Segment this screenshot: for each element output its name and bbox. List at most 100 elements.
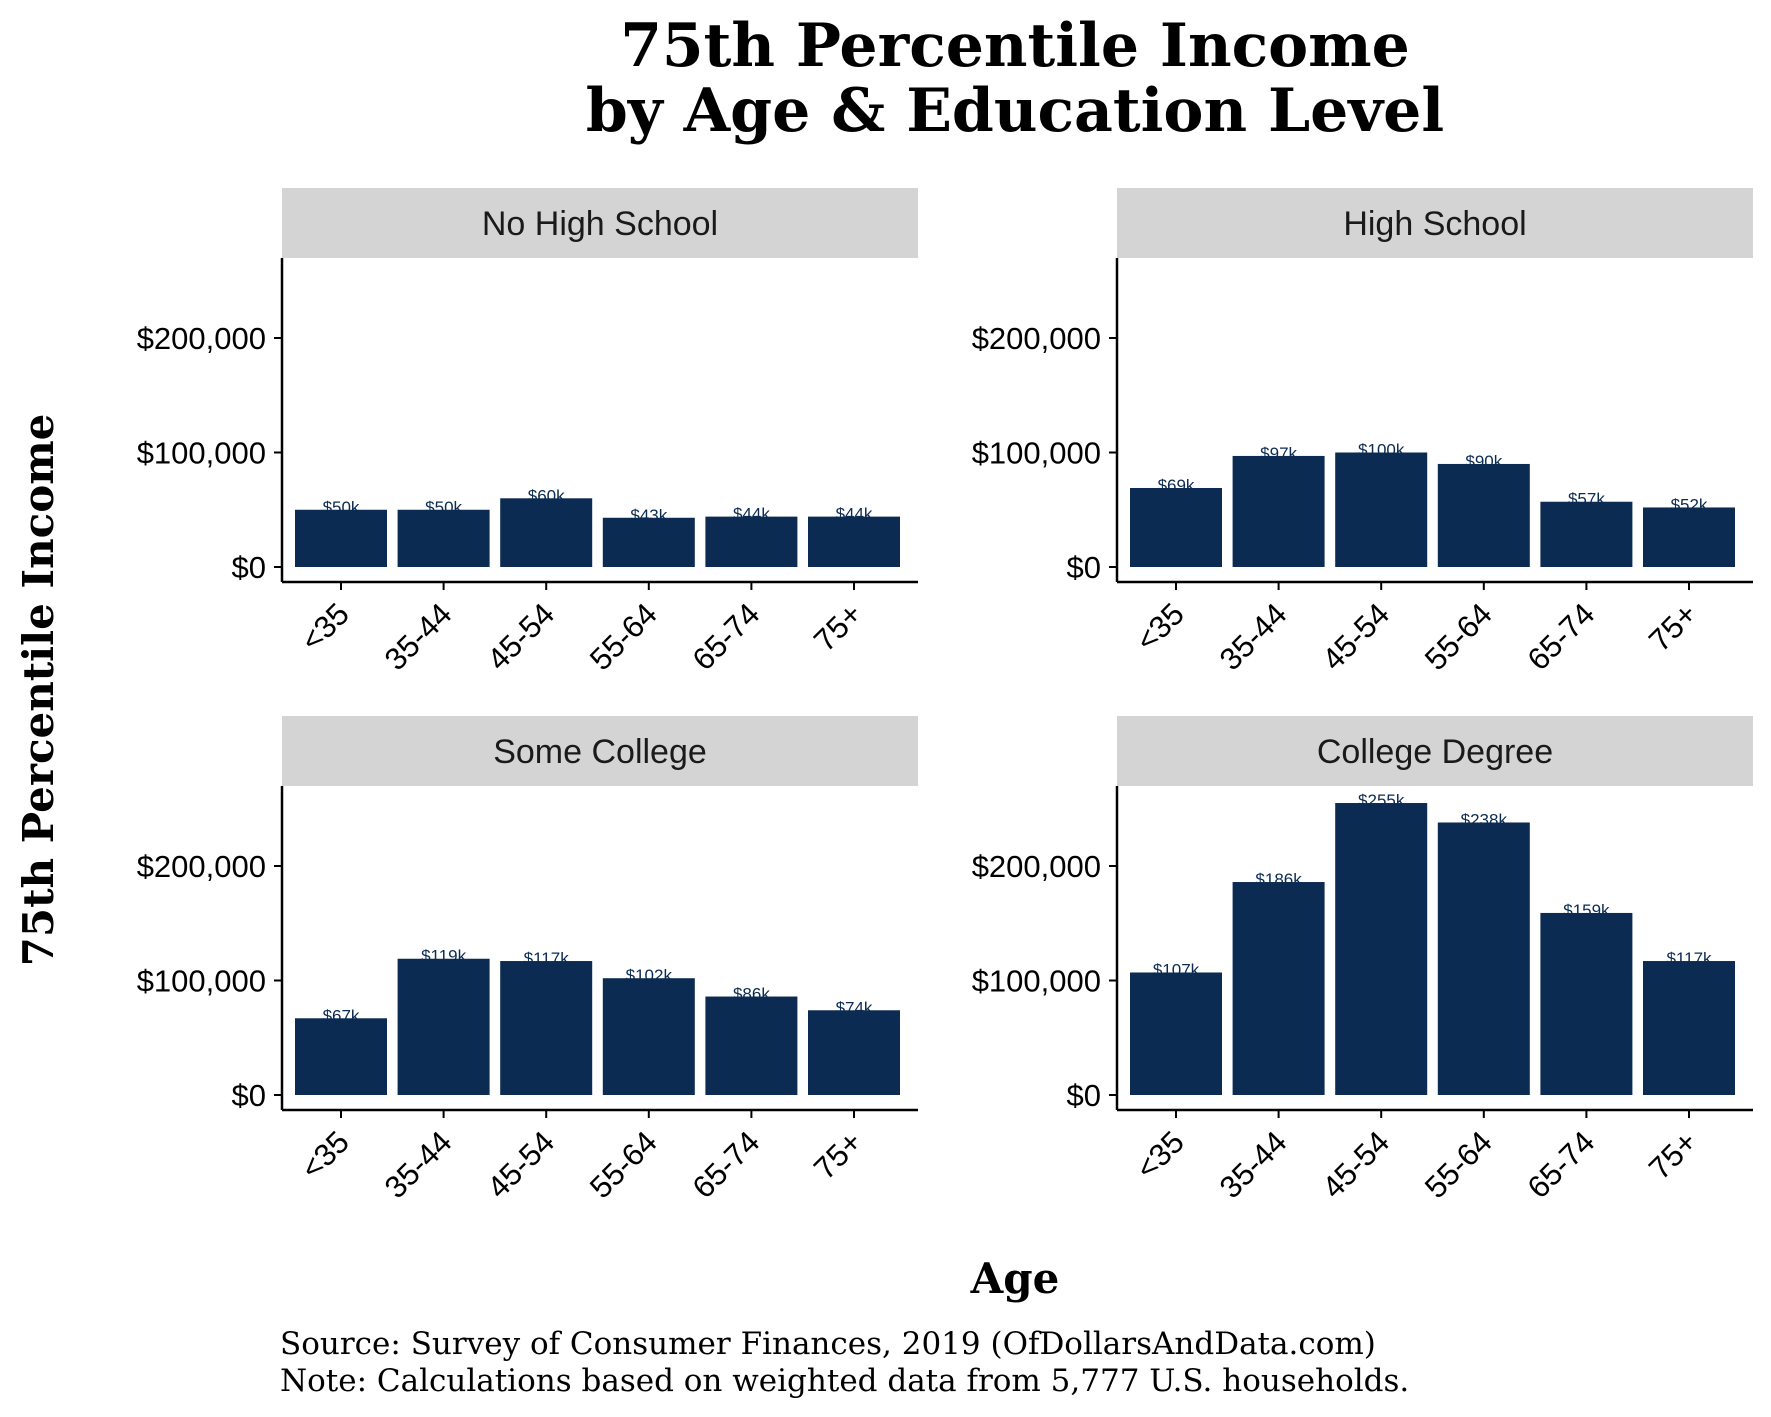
bar-label: $44k	[836, 505, 873, 524]
bar-75	[1643, 961, 1735, 1095]
bar-75	[808, 516, 900, 567]
panel-strip-label: Some College	[493, 733, 707, 771]
x-tick-label: 75+	[807, 1124, 869, 1186]
bar-label: $44k	[733, 505, 770, 524]
x-tick-label: 45-54	[480, 1124, 561, 1205]
bar-35	[1130, 487, 1222, 567]
x-tick-label: 65-74	[686, 1124, 767, 1205]
bar-label: $107k	[1153, 960, 1200, 979]
x-tick-label: 35-44	[378, 596, 459, 677]
bar-label: $117k	[1666, 949, 1712, 968]
y-tick-label: $200,000	[137, 849, 266, 884]
panel-strip	[282, 188, 918, 258]
x-tick-label: 55-64	[1418, 1124, 1499, 1205]
panels: No High School $0 $100,000 $200,000 $50k <35 $…	[137, 188, 1753, 1205]
x-tick-label: 65-74	[1521, 596, 1602, 677]
bar-label: $50k	[323, 498, 360, 517]
x-tick-label: 45-54	[1315, 596, 1396, 677]
x-tick-label: <35	[294, 1124, 356, 1186]
y-tick-label: $0	[232, 1078, 266, 1113]
x-tick-label: <35	[294, 596, 356, 658]
bar-55-64	[1437, 463, 1530, 567]
bar-35-44	[1232, 455, 1325, 567]
x-tick-label: 35-44	[1213, 596, 1294, 677]
y-tick-label: $200,000	[972, 849, 1101, 884]
panel-strip	[1117, 716, 1753, 786]
bar-75	[808, 1010, 900, 1095]
bar-45-54	[500, 498, 593, 567]
chart-title-line-1: 75th Percentile Income	[620, 11, 1410, 81]
bar-label: $86k	[733, 985, 770, 1004]
panel-high-school: High School $0 $100,000 $200,000 $69k <35 $97k…	[972, 188, 1753, 677]
bar-35	[295, 1018, 387, 1095]
y-tick-label: $100,000	[972, 436, 1101, 471]
y-tick-label: $100,000	[137, 964, 266, 999]
bar-label: $60k	[528, 486, 565, 505]
bar-45-54	[1335, 803, 1428, 1095]
panel-some-college: Some College $0 $100,000 $200,000 $67k <35 $11…	[137, 716, 918, 1205]
bar-55-64	[602, 517, 695, 567]
x-tick-label: 55-64	[583, 596, 664, 677]
bar-45-54	[1335, 452, 1428, 567]
bar-65-74	[705, 996, 798, 1095]
x-axis-title: Age	[970, 1254, 1060, 1303]
bar-label: $238k	[1461, 810, 1508, 829]
bar-35-44	[1232, 882, 1325, 1095]
bar-label: $102k	[626, 966, 673, 985]
bar-label: $52k	[1671, 495, 1708, 514]
panel-no-high-school: No High School $0 $100,000 $200,000 $50k <35 $…	[137, 188, 918, 677]
y-tick-label: $200,000	[972, 321, 1101, 356]
panel-strip	[282, 716, 918, 786]
x-tick-label: 55-64	[1418, 596, 1499, 677]
bar-label: $90k	[1465, 452, 1502, 471]
x-tick-label: 65-74	[1521, 1124, 1602, 1205]
x-tick-label: <35	[1129, 596, 1191, 658]
y-tick-label: $0	[232, 550, 266, 585]
x-tick-label: 35-44	[1213, 1124, 1294, 1205]
bar-label: $119k	[421, 947, 467, 966]
bar-35-44	[397, 958, 490, 1095]
bar-label: $100k	[1358, 441, 1405, 460]
panel-college-degree: College Degree $0 $100,000 $200,000 $107k <35…	[972, 716, 1753, 1205]
x-tick-label: 45-54	[480, 596, 561, 677]
panel-strip-label: College Degree	[1317, 733, 1553, 771]
bar-35	[1130, 972, 1222, 1095]
bar-65-74	[1540, 912, 1633, 1095]
bar-45-54	[500, 961, 593, 1095]
y-tick-label: $100,000	[972, 964, 1101, 999]
bar-55-64	[1437, 822, 1530, 1095]
y-tick-label: $0	[1067, 550, 1101, 585]
x-tick-label: 65-74	[686, 596, 767, 677]
bar-label: $69k	[1158, 476, 1195, 495]
x-tick-label: 45-54	[1315, 1124, 1396, 1205]
bar-65-74	[1540, 501, 1633, 567]
bar-label: $117k	[524, 949, 570, 968]
bar-35-44	[397, 509, 490, 567]
x-tick-label: <35	[1129, 1124, 1191, 1186]
panel-strip-label: No High School	[482, 205, 718, 243]
bar-label: $97k	[1260, 444, 1297, 463]
bar-label: $50k	[425, 498, 462, 517]
y-axis-title: 75th Percentile Income	[14, 414, 63, 967]
panel-strip	[1117, 188, 1753, 258]
panel-strip-label: High School	[1343, 205, 1526, 243]
x-tick-label: 75+	[1642, 1124, 1704, 1186]
y-tick-label: $100,000	[137, 436, 266, 471]
data-note: Note: Calculations based on weighted dat…	[280, 1363, 1409, 1399]
x-tick-label: 75+	[1642, 596, 1704, 658]
bar-35	[295, 509, 387, 567]
bar-label: $74k	[836, 998, 873, 1017]
bar-55-64	[602, 978, 695, 1095]
x-tick-label: 55-64	[583, 1124, 664, 1205]
x-tick-label: 75+	[807, 596, 869, 658]
bar-label: $57k	[1568, 490, 1605, 509]
y-tick-label: $0	[1067, 1078, 1101, 1113]
bar-75	[1643, 507, 1735, 567]
bar-label: $67k	[323, 1006, 360, 1025]
bar-label: $43k	[630, 506, 667, 525]
bar-label: $255k	[1358, 791, 1405, 810]
source-note: Source: Survey of Consumer Finances, 201…	[280, 1326, 1376, 1362]
chart-title-line-2: by Age & Education Level	[586, 76, 1444, 146]
bar-label: $159k	[1563, 901, 1610, 920]
